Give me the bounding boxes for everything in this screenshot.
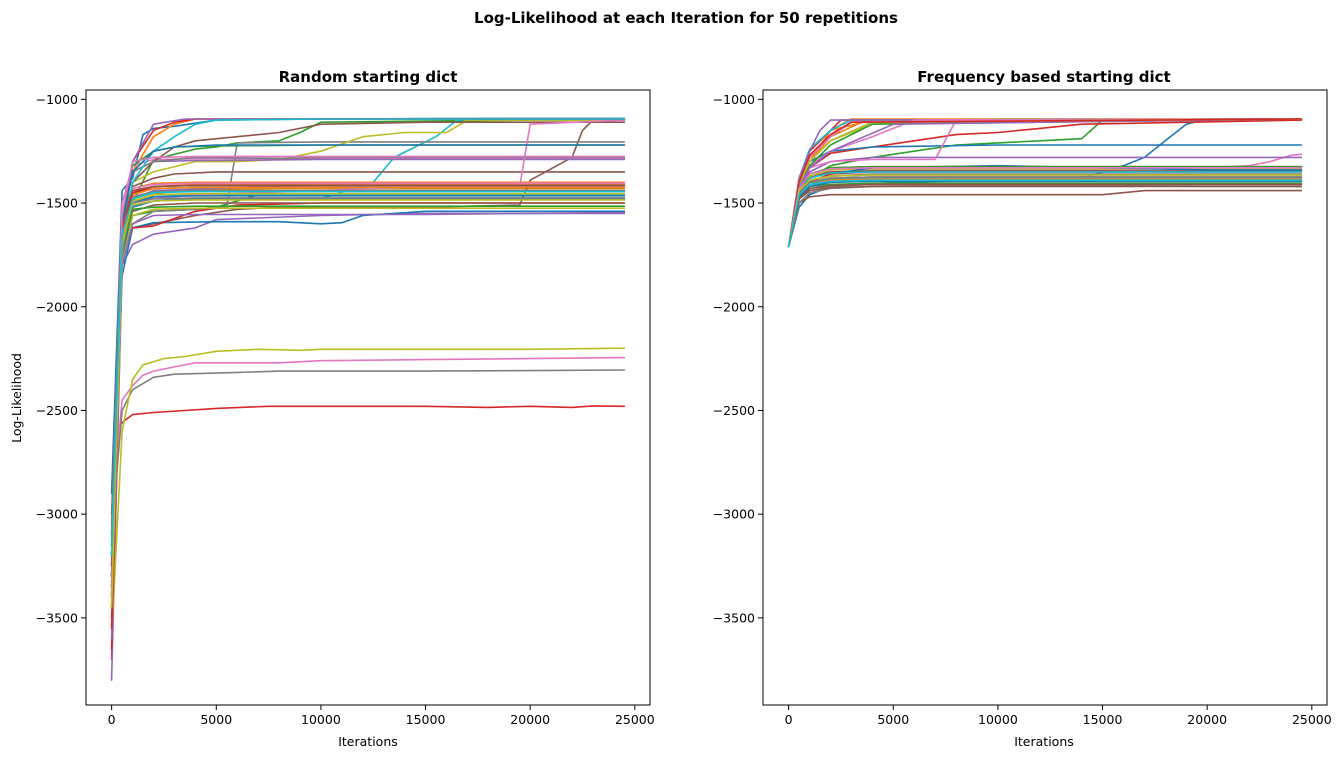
series-line-47: [787, 167, 1303, 248]
series-line-36: [110, 202, 626, 567]
x-tick-label: 0: [785, 712, 793, 727]
y-tick-label: −1000: [713, 92, 755, 107]
series-line-48: [787, 176, 1303, 248]
x-axis-label: Iterations: [1014, 734, 1074, 749]
series-line-35: [110, 118, 626, 640]
series-line-38: [110, 189, 626, 619]
series-line-18: [110, 141, 626, 598]
series-line-41: [787, 180, 1303, 248]
axes-frame: [85, 89, 651, 706]
y-ticks: −1000 −1500 −2000 −2500 −3000 −3500: [36, 92, 86, 625]
series-line-30: [787, 177, 1303, 248]
series-line-50: [110, 190, 626, 557]
series-line-47: [110, 155, 626, 598]
series-line-5: [110, 211, 626, 681]
panel-title: Frequency based starting dict: [917, 68, 1170, 86]
series-line-42: [110, 186, 626, 598]
y-tick-label: −1000: [36, 92, 78, 107]
figure-suptitle: Log-Likelihood at each Iteration for 50 …: [474, 9, 898, 27]
series-line-44: [787, 118, 1303, 248]
x-tick-label: 15000: [406, 712, 446, 727]
series-line-28: [787, 183, 1303, 248]
series-line-21: [110, 198, 626, 578]
x-ticks: 0 5000 10000 15000 20000 25000: [108, 705, 655, 727]
y-tick-label: −2500: [36, 403, 78, 418]
series-line-10: [787, 178, 1303, 248]
series-line-45: [110, 212, 626, 578]
x-ticks: 0 5000 10000 15000 20000 25000: [785, 705, 1332, 727]
series-line-32: [110, 181, 626, 588]
series-line-16: [110, 171, 626, 516]
series-group: [110, 117, 626, 681]
series-line-4: [110, 405, 626, 661]
panel-frequency-based-starting-dict: Frequency based starting dict 0 5000 10000…: [713, 68, 1332, 749]
x-tick-label: 5000: [200, 712, 232, 727]
series-line-50: [787, 179, 1303, 248]
x-tick-label: 25000: [615, 712, 655, 727]
x-tick-label: 25000: [1292, 712, 1332, 727]
series-line-14: [110, 202, 626, 650]
series-line-39: [110, 199, 626, 578]
x-tick-label: 5000: [877, 712, 909, 727]
x-axis-label: Iterations: [338, 734, 398, 749]
x-tick-label: 20000: [510, 712, 550, 727]
panel-title: Random starting dict: [279, 68, 458, 86]
y-tick-label: −2000: [713, 299, 755, 314]
series-line-43: [110, 205, 626, 547]
y-tick-label: −3000: [713, 507, 755, 522]
x-tick-label: 10000: [978, 712, 1018, 727]
series-line-11: [110, 210, 626, 578]
series-line-30: [110, 186, 626, 598]
y-tick-label: −3000: [36, 507, 78, 522]
panel-random-starting-dict: Random starting dict 0 5000 10000 15000 2000…: [9, 68, 655, 749]
series-line-41: [110, 144, 626, 588]
series-line-24: [110, 186, 626, 588]
series-line-23: [110, 189, 626, 547]
y-tick-label: −3500: [713, 610, 755, 625]
series-line-13: [787, 182, 1303, 248]
y-tick-label: −2000: [36, 299, 78, 314]
series-line-36: [787, 183, 1303, 248]
y-tick-label: −3500: [36, 610, 78, 625]
series-line-13: [110, 193, 626, 578]
series-line-49: [110, 192, 626, 609]
series-line-48: [110, 197, 626, 536]
series-line-7: [110, 356, 626, 516]
y-tick-label: −2500: [713, 403, 755, 418]
series-group: [787, 118, 1303, 248]
series-line-42: [787, 178, 1303, 248]
y-tick-label: −1500: [36, 196, 78, 211]
series-line-1: [110, 117, 626, 495]
y-axis-label: Log-Likelihood: [9, 353, 24, 443]
series-line-49: [787, 174, 1303, 248]
y-ticks: −1000 −1500 −2000 −2500 −3000 −3500: [713, 92, 763, 625]
series-line-20: [110, 193, 626, 567]
series-line-46: [787, 185, 1303, 248]
y-tick-label: −1500: [713, 196, 755, 211]
x-tick-label: 10000: [301, 712, 341, 727]
series-line-46: [110, 184, 626, 567]
series-line-2: [110, 187, 626, 578]
series-line-9: [110, 347, 626, 640]
x-tick-label: 20000: [1187, 712, 1227, 727]
series-line-6: [787, 189, 1303, 248]
series-line-8: [110, 369, 626, 536]
series-line-22: [110, 183, 626, 609]
x-tick-label: 0: [108, 712, 116, 727]
axes-frame: [762, 89, 1328, 706]
series-line-29: [110, 207, 626, 630]
x-tick-label: 15000: [1083, 712, 1123, 727]
